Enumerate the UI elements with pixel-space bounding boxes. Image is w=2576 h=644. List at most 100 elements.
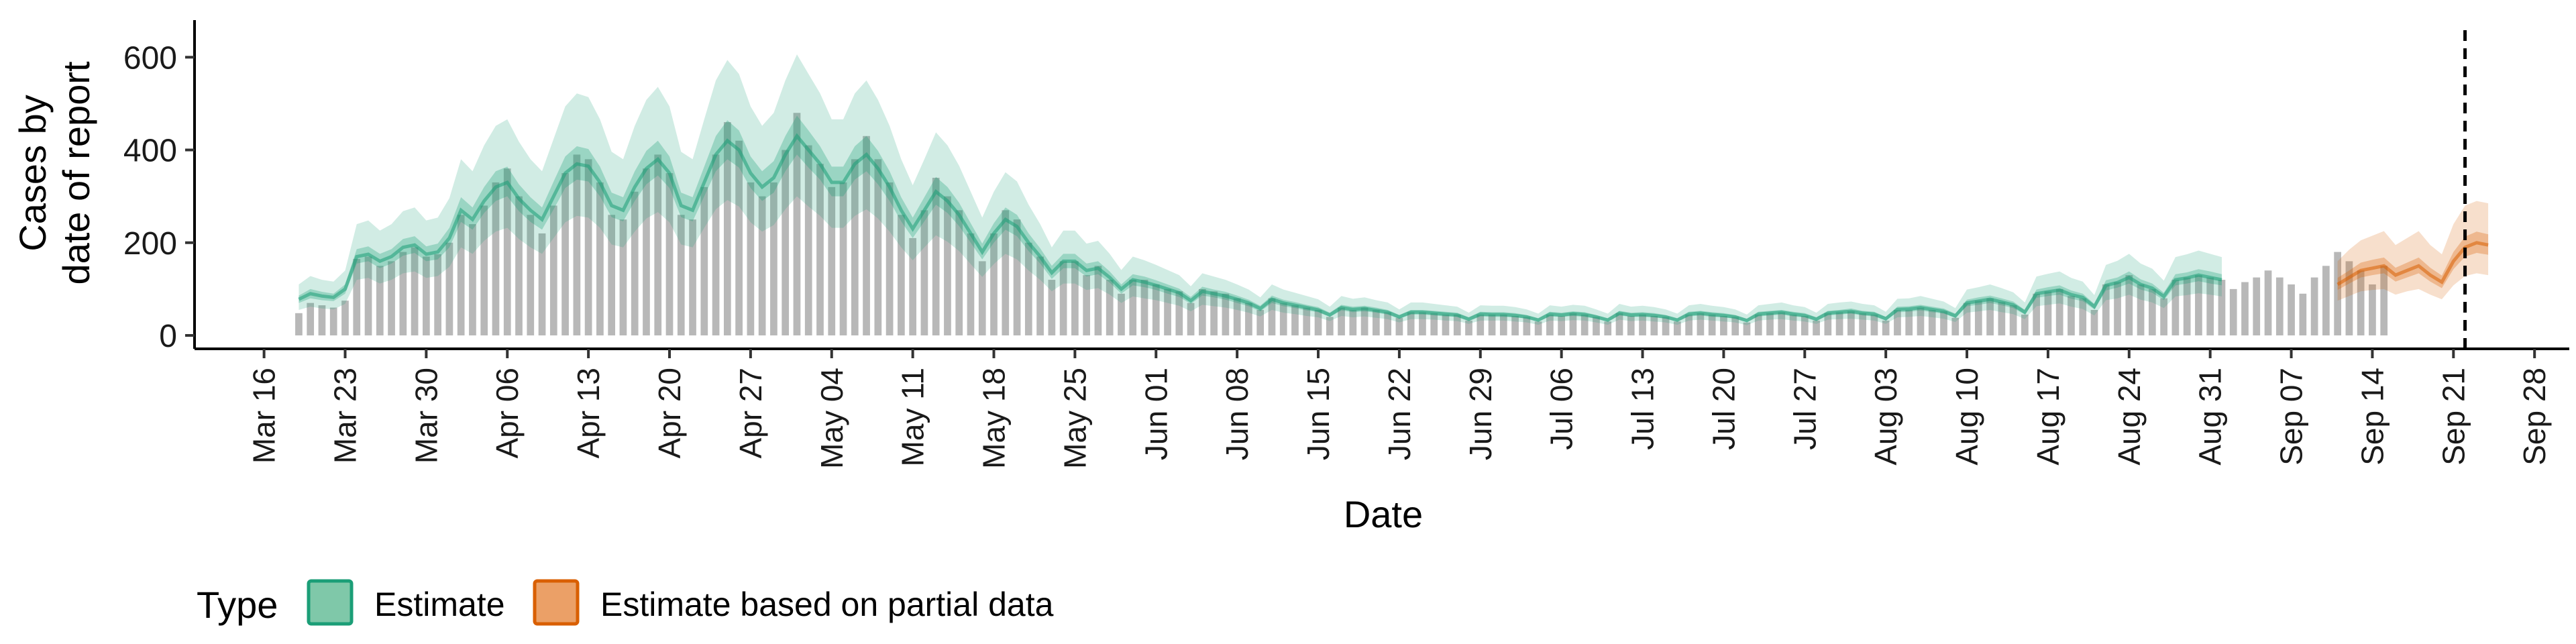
x-tick-label: Sep 28 <box>2517 368 2552 466</box>
x-tick-label: Jul 13 <box>1625 368 1660 450</box>
case-bar <box>758 196 766 335</box>
case-bar <box>1940 311 1947 335</box>
y-axis-title-line-1: Cases by <box>11 95 54 251</box>
case-bar <box>1558 315 1566 335</box>
case-bar <box>898 215 905 335</box>
case-bar <box>1859 313 1866 335</box>
case-bar <box>353 258 361 335</box>
case-bar <box>770 182 777 335</box>
case-bar <box>1048 280 1056 335</box>
case-bar <box>851 159 859 335</box>
x-tick-label: Sep 21 <box>2436 368 2471 466</box>
partial-ribbon-50 <box>2337 231 2489 290</box>
case-bar <box>457 215 465 335</box>
case-bar <box>1291 305 1299 335</box>
case-bar <box>538 233 546 335</box>
case-bar <box>2357 270 2365 335</box>
case-bar <box>295 313 303 335</box>
case-bar <box>2079 298 2087 335</box>
case-bar <box>2253 277 2261 335</box>
x-tick-label: Mar 23 <box>327 368 362 464</box>
y-tick-label: 0 <box>159 319 177 354</box>
case-bar <box>341 301 349 335</box>
case-bar <box>2345 261 2353 335</box>
case-bar <box>1697 313 1705 335</box>
case-bar <box>1210 291 1218 335</box>
case-bar <box>1036 256 1044 335</box>
x-tick-label: Apr 27 <box>733 368 768 459</box>
x-tick-label: Jun 29 <box>1463 368 1498 460</box>
case-bar <box>2275 277 2284 335</box>
case-bar <box>388 261 395 335</box>
estimate-ribbons <box>299 54 2489 325</box>
case-bar <box>1303 307 1311 335</box>
case-bar <box>1465 320 1472 335</box>
case-bar <box>364 256 372 335</box>
case-bar <box>376 266 384 335</box>
case-bar <box>723 122 731 335</box>
case-bar <box>2148 288 2156 335</box>
case-bar <box>1569 313 1577 335</box>
case-bar <box>1164 288 1171 335</box>
case-bar <box>2380 266 2388 335</box>
case-bar <box>1627 315 1635 335</box>
x-tick-label: Jun 08 <box>1220 368 1254 460</box>
case-bar <box>2021 314 2029 335</box>
case-bar <box>1071 261 1079 335</box>
case-bar <box>2334 252 2341 335</box>
case-bar <box>700 186 708 335</box>
x-tick-label: May 18 <box>977 368 1012 469</box>
case-bar <box>1245 303 1252 335</box>
case-bar <box>654 154 662 336</box>
legend-swatch-partial <box>533 579 580 626</box>
case-bar <box>1824 313 1832 335</box>
case-bar <box>909 237 916 335</box>
case-bar <box>318 305 326 335</box>
case-bar <box>839 182 847 335</box>
case-bar <box>2090 309 2098 335</box>
y-axis-ticks: 0 200 400 600 <box>123 40 195 354</box>
x-tick-label: Jun 22 <box>1382 368 1417 460</box>
case-bar <box>747 182 755 335</box>
x-tick-label: Apr 20 <box>652 368 687 459</box>
case-bar <box>1766 313 1774 335</box>
case-bar <box>1222 293 1230 335</box>
case-bar <box>619 219 627 335</box>
x-tick-label: Jul 06 <box>1544 368 1579 450</box>
y-tick-label: 200 <box>123 226 177 262</box>
x-tick-label: Jul 20 <box>1706 368 1741 450</box>
case-bar <box>1349 309 1357 335</box>
case-bar <box>1419 312 1426 335</box>
case-bar <box>1917 307 1925 335</box>
case-bar <box>1233 298 1241 335</box>
case-bar <box>1546 314 1554 335</box>
case-bar <box>1013 219 1021 335</box>
case-bar <box>549 205 557 335</box>
case-bar <box>1129 280 1137 335</box>
case-bar <box>1442 314 1450 335</box>
case-bar <box>804 145 812 335</box>
case-bar <box>1152 284 1160 335</box>
case-bar <box>1974 301 1982 335</box>
case-bar <box>2195 275 2202 335</box>
case-bar <box>1720 315 1727 335</box>
case-bar <box>2009 305 2017 335</box>
case-bar <box>1963 303 1971 335</box>
case-bar <box>573 154 581 336</box>
case-bar <box>1998 302 2006 335</box>
case-bar <box>1708 314 1716 335</box>
x-tick-label: Mar 30 <box>409 368 443 464</box>
case-bar <box>329 307 337 335</box>
case-bar <box>1314 309 1322 335</box>
x-tick-label: May 25 <box>1057 368 1092 469</box>
x-tick-label: Apr 06 <box>490 368 525 459</box>
case-bar <box>2310 277 2318 335</box>
x-tick-label: Aug 10 <box>1949 368 1984 466</box>
case-bar <box>2369 284 2376 335</box>
case-bar <box>2102 284 2110 335</box>
partial-median-line <box>2337 241 2489 286</box>
case-bar <box>561 173 569 335</box>
case-bar <box>1870 314 1878 335</box>
case-bar <box>1453 314 1461 335</box>
x-tick-label: Jun 01 <box>1138 368 1173 460</box>
